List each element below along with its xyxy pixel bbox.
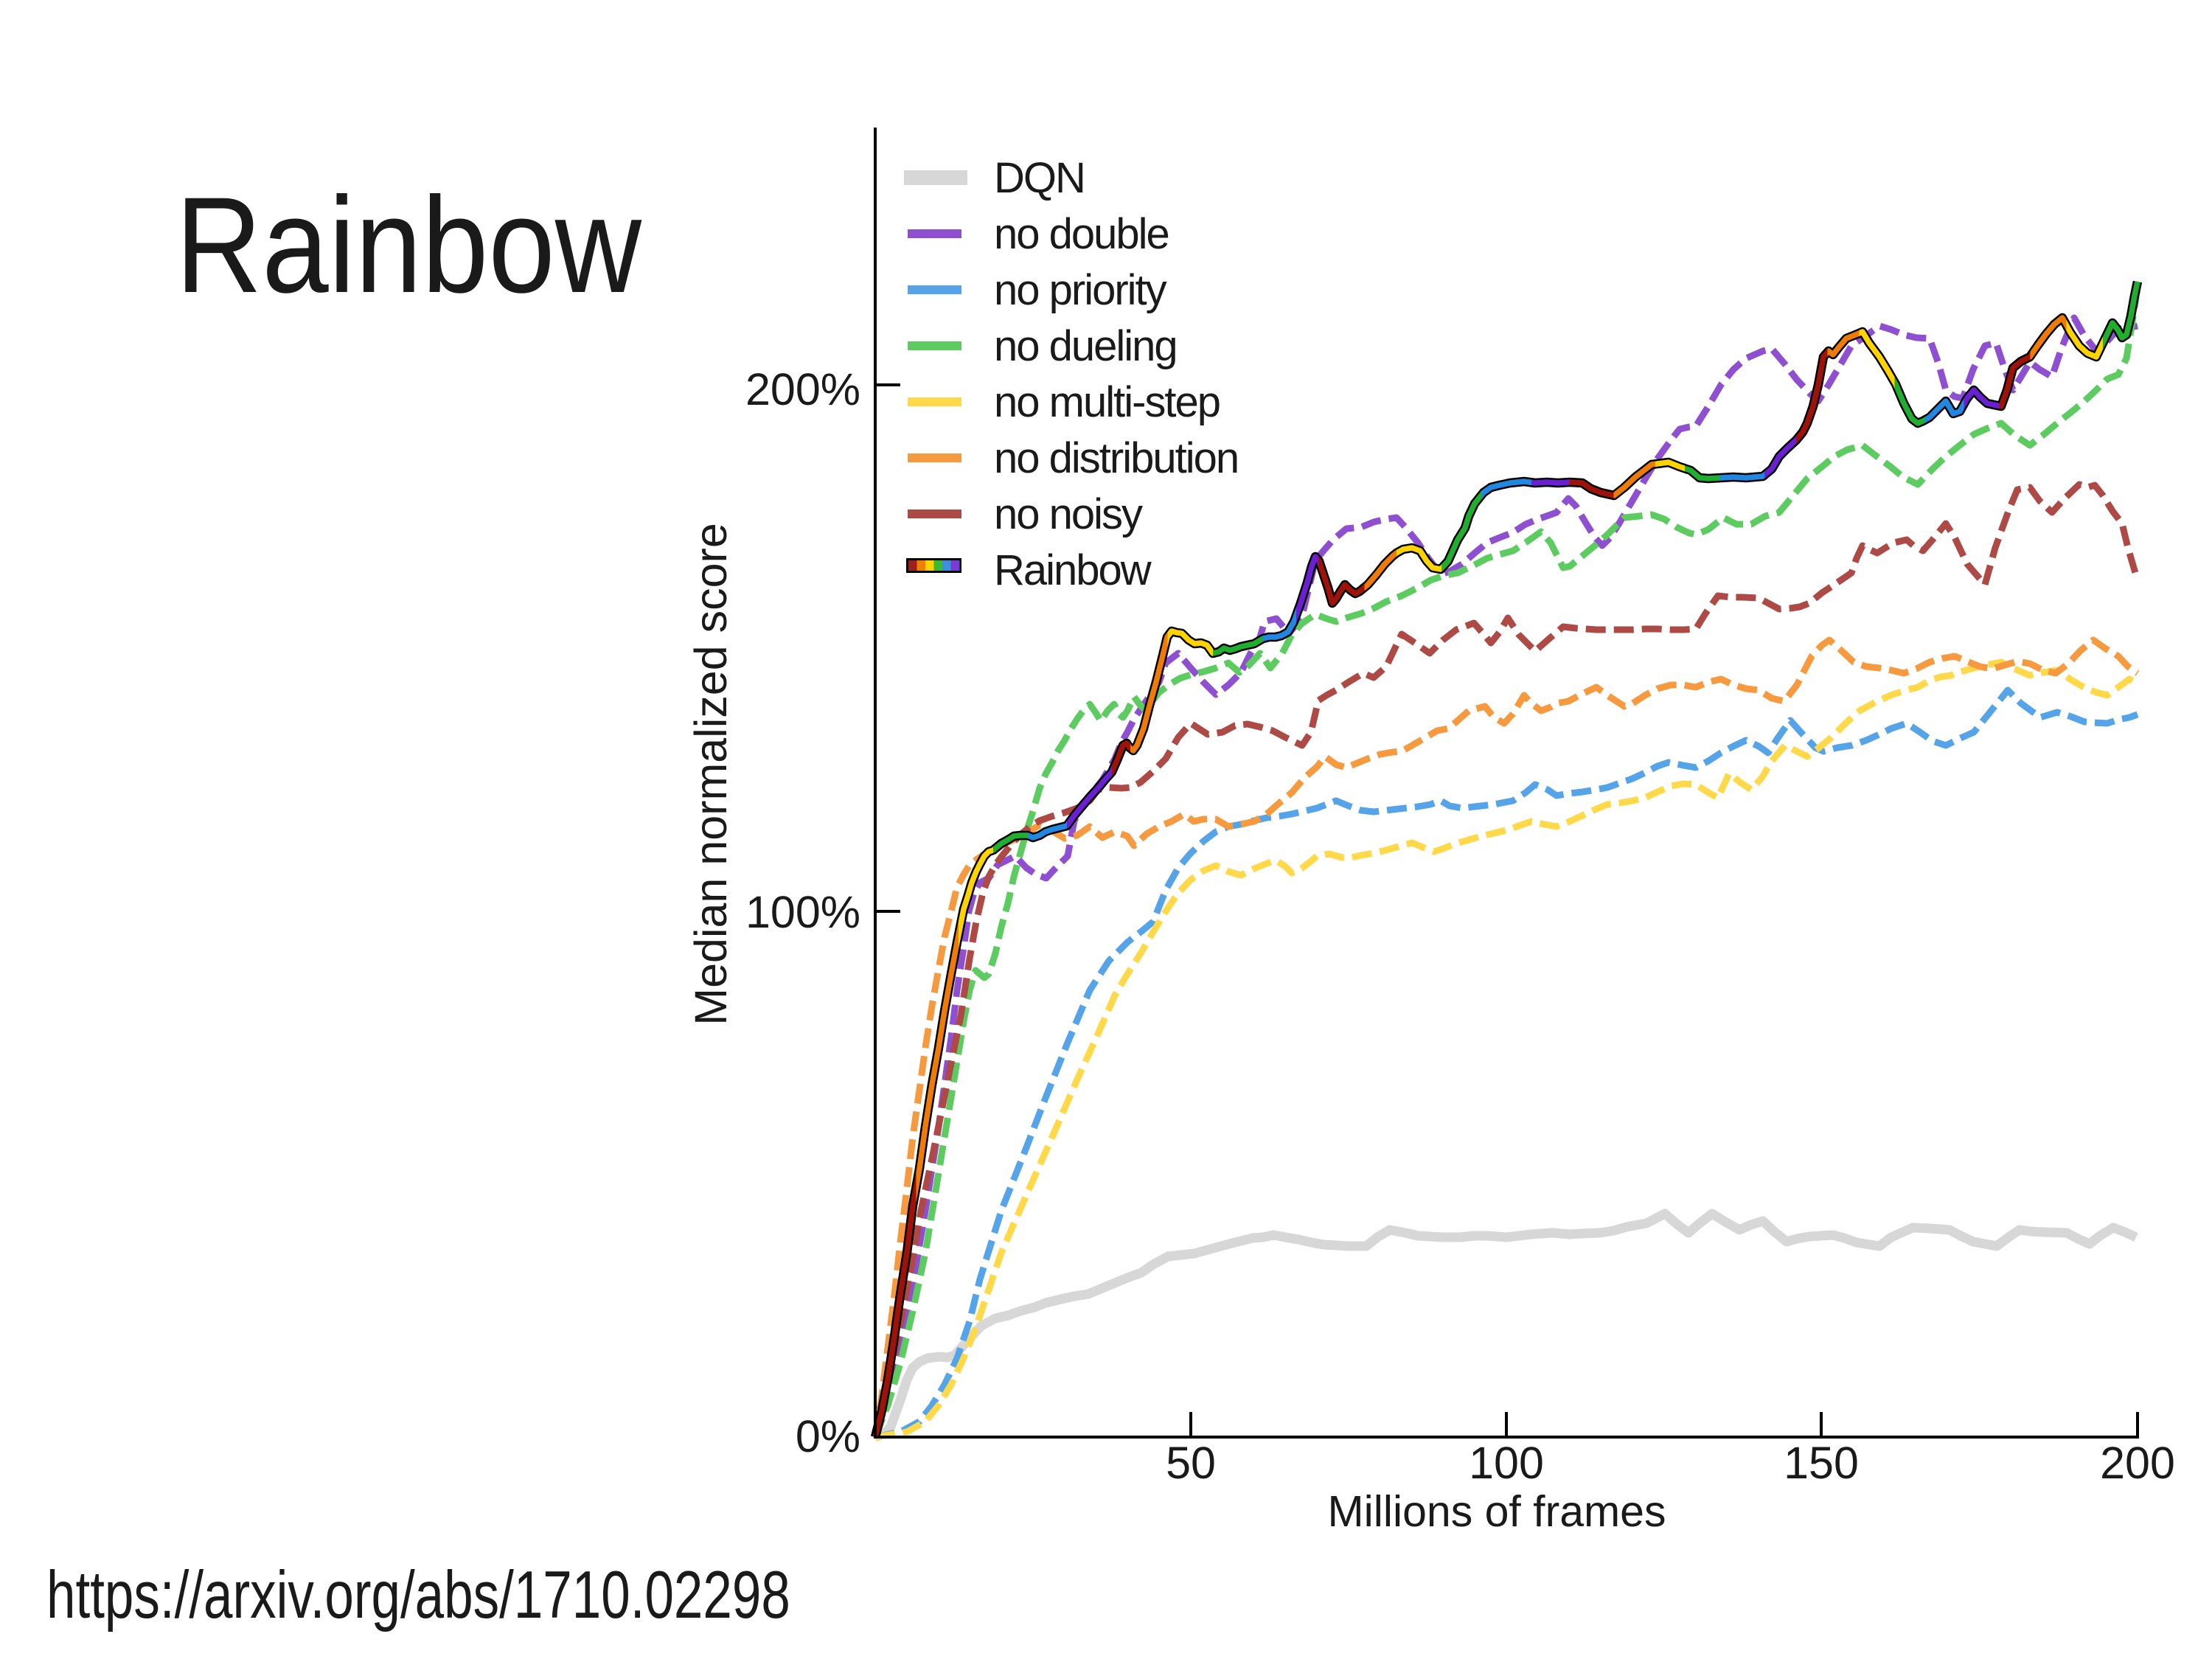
svg-text:Millions of frames: Millions of frames [1327,1487,1666,1536]
svg-text:200%: 200% [745,364,860,414]
svg-text:no priority: no priority [994,266,1167,314]
svg-text:150: 150 [1784,1438,1859,1488]
svg-text:50: 50 [1166,1438,1216,1488]
svg-text:no double: no double [994,210,1169,258]
svg-text:no noisy: no noisy [994,490,1143,538]
svg-text:0%: 0% [796,1411,860,1461]
svg-text:100%: 100% [745,887,860,937]
svg-text:no distribution: no distribution [994,434,1238,482]
svg-text:Median normalized score: Median normalized score [686,523,736,1025]
svg-text:200: 200 [2100,1438,2175,1488]
svg-text:DQN: DQN [994,154,1085,202]
svg-text:Rainbow: Rainbow [994,546,1152,594]
svg-text:no multi-step: no multi-step [994,378,1220,426]
svg-text:100: 100 [1469,1438,1544,1488]
svg-text:no dueling: no dueling [994,322,1177,370]
